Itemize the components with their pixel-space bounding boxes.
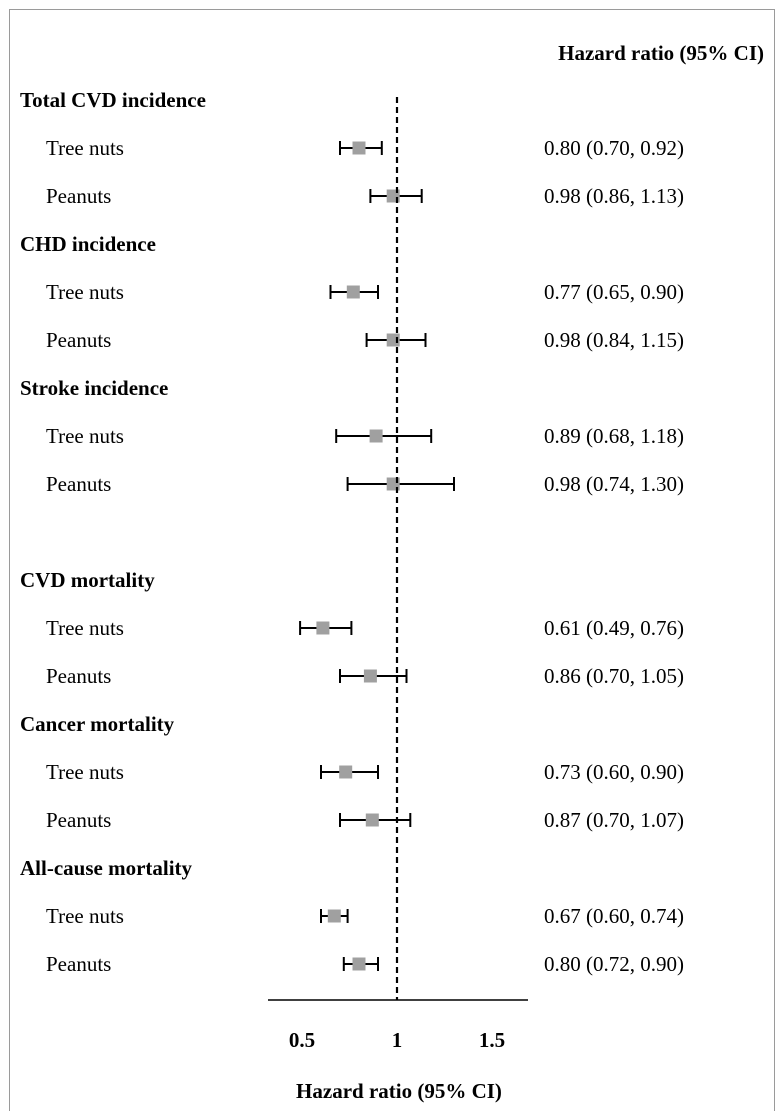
point-estimate-marker [346, 285, 360, 299]
hr-value: 0.80 (0.72, 0.90) [544, 952, 684, 976]
row-label: Peanuts [46, 664, 111, 688]
x-tick-label: 1.5 [479, 1028, 505, 1052]
hr-value: 0.61 (0.49, 0.76) [544, 616, 684, 640]
figure-frame [9, 9, 775, 1111]
point-estimate-marker [316, 621, 330, 635]
row-label: Peanuts [46, 184, 111, 208]
hr-value: 0.98 (0.84, 1.15) [544, 328, 684, 352]
row-label: Peanuts [46, 328, 111, 352]
row-label: Tree nuts [46, 904, 124, 928]
column-header: Hazard ratio (95% CI) [558, 41, 764, 65]
forest-rows: Total CVD incidence Tree nuts 0.80 (0.70, … [20, 88, 684, 976]
point-estimate-marker [386, 333, 400, 347]
hr-value: 0.67 (0.60, 0.74) [544, 904, 684, 928]
group-title: Stroke incidence [20, 376, 168, 400]
group-title: Total CVD incidence [20, 88, 206, 112]
point-estimate-marker [352, 957, 366, 971]
row-label: Tree nuts [46, 424, 124, 448]
x-axis-ticks: 0.5 1 1.5 [289, 1028, 505, 1052]
hr-value: 0.98 (0.86, 1.13) [544, 184, 684, 208]
row-label: Peanuts [46, 472, 111, 496]
group-title: CVD mortality [20, 568, 155, 592]
hr-value: 0.86 (0.70, 1.05) [544, 664, 684, 688]
row-label: Tree nuts [46, 136, 124, 160]
row-label: Tree nuts [46, 280, 124, 304]
point-estimate-marker [369, 429, 383, 443]
point-estimate-marker [365, 813, 379, 827]
hr-value: 0.98 (0.74, 1.30) [544, 472, 684, 496]
point-estimate-marker [339, 765, 353, 779]
hr-value: 0.77 (0.65, 0.90) [544, 280, 684, 304]
x-tick-label: 0.5 [289, 1028, 315, 1052]
x-axis-label: Hazard ratio (95% CI) [296, 1079, 502, 1103]
group-title: Cancer mortality [20, 712, 175, 736]
group-title: All-cause mortality [20, 856, 193, 880]
point-estimate-marker [352, 141, 366, 155]
row-label: Tree nuts [46, 616, 124, 640]
group-title: CHD incidence [20, 232, 156, 256]
row-label: Tree nuts [46, 760, 124, 784]
hr-value: 0.87 (0.70, 1.07) [544, 808, 684, 832]
point-estimate-marker [327, 909, 341, 923]
row-label: Peanuts [46, 952, 111, 976]
hr-value: 0.89 (0.68, 1.18) [544, 424, 684, 448]
hr-value: 0.80 (0.70, 0.92) [544, 136, 684, 160]
point-estimate-marker [363, 669, 377, 683]
hr-value: 0.73 (0.60, 0.90) [544, 760, 684, 784]
x-tick-label: 1 [392, 1028, 403, 1052]
row-label: Peanuts [46, 808, 111, 832]
